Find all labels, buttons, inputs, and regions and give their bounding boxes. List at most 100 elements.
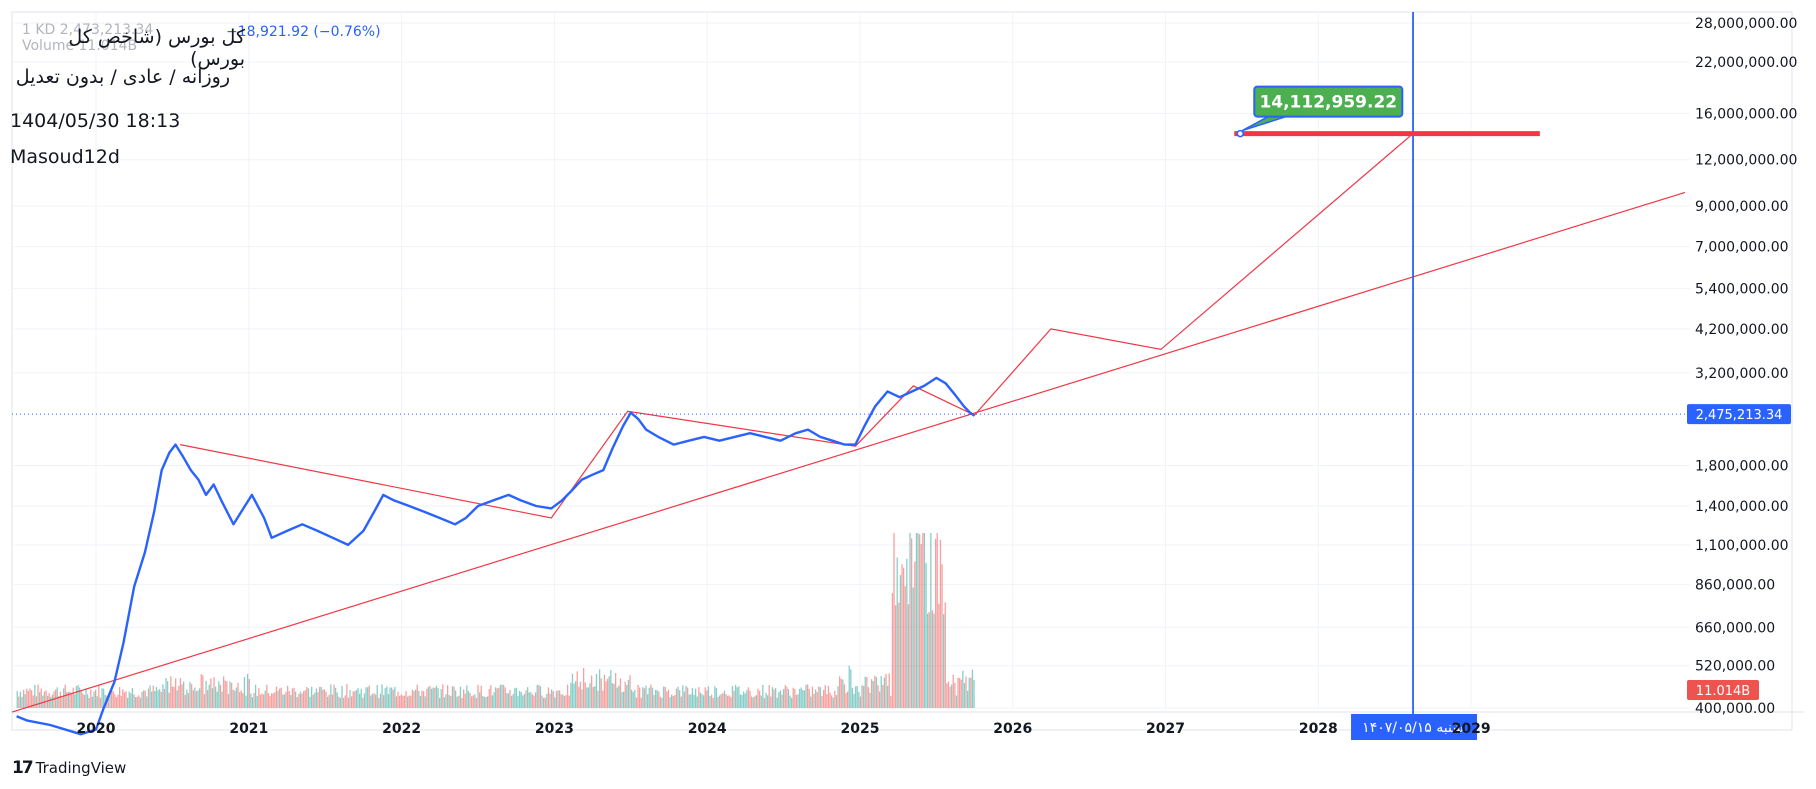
volume-bar: [683, 691, 686, 708]
volume-bar: [347, 697, 350, 708]
volume-bar: [21, 696, 23, 708]
x-tick-label: 2026: [993, 721, 1032, 737]
volume-bar: [213, 677, 215, 708]
volume-bar: [915, 533, 918, 708]
volume-bar: [891, 593, 894, 708]
volume-bar: [549, 693, 551, 708]
volume-bar: [941, 564, 943, 708]
volume-bar: [733, 690, 735, 708]
volume-bar: [939, 539, 942, 708]
volume-bar: [811, 686, 814, 708]
volume-bar: [611, 683, 614, 708]
symbol-title[interactable]: کل بورس (شاخص کل بورس): [68, 26, 245, 70]
volume-bar: [211, 688, 214, 708]
volume-bar: [973, 679, 975, 708]
volume-bar: [507, 693, 510, 708]
price-axis[interactable]: 28,000,000.00 22,000,000.00 16,000,000.00 1…: [1695, 16, 1797, 717]
volume-bar: [405, 691, 407, 708]
volume-bar: [589, 683, 591, 708]
volume-bar: [29, 688, 31, 708]
volume-bar: [766, 695, 769, 708]
volume-bar: [616, 687, 618, 708]
volume-bar: [314, 692, 316, 708]
volume-bar: [43, 691, 46, 708]
volume-bar: [414, 689, 417, 708]
volume-bar: [72, 687, 74, 708]
volume-bar: [619, 678, 622, 708]
volume-bar: [96, 696, 98, 708]
volume-bar: [147, 688, 150, 708]
volume-bar: [122, 689, 124, 708]
volume-bar: [506, 693, 508, 708]
volume-bar: [562, 694, 564, 708]
volume-bar: [874, 675, 876, 708]
volume-bar: [902, 567, 905, 708]
volume-bar: [870, 679, 873, 708]
volume-bar: [643, 688, 646, 708]
volume-bar: [818, 686, 820, 708]
volume-bar: [944, 602, 946, 708]
volume-bar: [592, 686, 594, 708]
target-callout-box[interactable]: [1253, 85, 1404, 118]
volume-bar: [746, 690, 748, 708]
volume-bar: [504, 687, 506, 708]
volume-bar: [882, 684, 884, 708]
volume-bar: [933, 613, 935, 708]
volume-bar: [584, 682, 586, 708]
volume-bar: [672, 695, 674, 708]
trend-line-1[interactable]: [11, 191, 1686, 713]
volume-bar: [587, 687, 590, 708]
trend-lines[interactable]: [11, 133, 1686, 713]
volume-bar: [830, 695, 833, 708]
time-axis[interactable]: 2020 2021 2022 2023 2024 2025 2026 2027 2028 2029: [77, 721, 1491, 737]
volume-bar: [677, 686, 679, 708]
volume-bar: [666, 691, 668, 708]
volume-bar: [712, 697, 714, 708]
price-line[interactable]: [16, 376, 976, 736]
volume-bar: [536, 684, 538, 708]
volume-bar: [517, 696, 519, 708]
volume-bar: [598, 669, 601, 708]
volume-bar: [595, 673, 598, 708]
trend-line-2[interactable]: [179, 133, 1414, 519]
volume-bar: [542, 697, 545, 708]
volume-bar: [770, 696, 772, 708]
volume-bar: [853, 693, 855, 708]
volume-bar: [478, 692, 481, 708]
volume-bar: [88, 697, 90, 708]
volume-bar: [642, 687, 644, 708]
volume-bar: [720, 694, 722, 708]
volume-bar: [544, 697, 546, 708]
volume-bar: [394, 686, 396, 708]
target-handle[interactable]: [1236, 129, 1245, 138]
legend-volume-faint: Volume 11.014B: [22, 38, 138, 54]
volume-bar: [59, 691, 62, 708]
volume-bar: [730, 697, 732, 708]
volume-bar: [381, 684, 383, 708]
volume-bar: [93, 691, 95, 708]
volume-bar: [243, 677, 246, 708]
volume-bar: [434, 687, 436, 708]
volume-bar: [35, 696, 38, 708]
tradingview-logo[interactable]: 17 TradingView: [12, 758, 126, 778]
volume-bar: [445, 694, 447, 708]
volume-bar: [344, 695, 346, 708]
volume-bar: [810, 696, 812, 708]
volume-bar: [738, 686, 740, 708]
volume-bar: [806, 684, 809, 708]
volume-bar: [62, 688, 65, 708]
volume-bar: [227, 693, 230, 708]
volume-bar: [795, 694, 798, 708]
volume-bar: [416, 684, 418, 708]
price-series[interactable]: [16, 376, 976, 736]
volume-bar: [189, 682, 191, 708]
volume-last-badge: [1687, 680, 1759, 700]
volume-bar: [550, 689, 553, 708]
volume-bar: [251, 697, 254, 708]
volume-bar: [264, 690, 266, 708]
chart-frame: [11, 11, 1793, 731]
x-tick-label: 2020: [77, 721, 116, 737]
volume-bar: [966, 690, 969, 708]
overlays: 2,475,213.34 11.014B شنبه ۱۴۰۷/۰۵/۱۵ 14,112…: [12, 12, 1791, 740]
